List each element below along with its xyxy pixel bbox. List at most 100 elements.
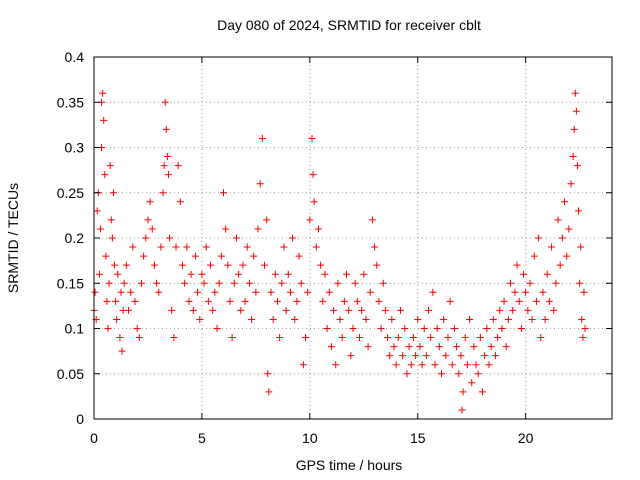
data-point [183,243,191,251]
data-point [127,288,135,296]
data-point [548,243,556,251]
data-point [310,198,318,206]
data-point [556,261,564,269]
data-point [243,243,251,251]
data-point [399,352,407,360]
data-point [353,297,361,305]
data-point [429,288,437,296]
data-point [172,243,180,251]
data-point [198,270,206,278]
data-point [360,270,368,278]
data-point [164,171,172,179]
data-point [494,334,502,342]
data-point [239,261,247,269]
grid [94,57,612,419]
data-point [162,125,170,133]
y-tick-label: 0.35 [57,94,84,110]
data-point [581,325,589,332]
data-point [93,207,101,215]
data-point [371,243,379,251]
data-point [554,216,562,224]
data-point [457,352,465,360]
data-point [526,279,534,287]
data-point [572,107,580,115]
data-point [513,261,521,269]
data-point [102,252,110,260]
data-point [463,361,471,369]
data-point [517,325,525,332]
data-point [409,334,417,342]
data-point [101,171,109,179]
data-point [427,334,435,342]
data-point [396,306,404,314]
data-point [520,270,528,278]
data-point [349,325,357,332]
data-point [453,343,461,351]
data-point [543,270,551,278]
y-tick-label: 0.05 [57,366,84,382]
data-point [364,343,372,351]
data-point [577,243,585,251]
data-point [111,261,119,269]
data-point [545,297,553,305]
data-point [431,361,439,369]
data-point [414,315,422,323]
data-point [569,153,577,161]
data-point [340,297,348,305]
data-point [306,216,314,224]
data-point [412,352,420,360]
data-point [368,216,376,224]
data-point [384,334,392,342]
data-point [104,325,112,332]
data-point [271,270,279,278]
data-point [401,325,409,332]
data-point [314,225,322,233]
data-point [379,279,387,287]
data-point [459,388,467,396]
data-point [507,279,515,287]
data-point [142,234,150,242]
data-point [254,225,262,233]
x-axis-label: GPS time / hours [296,457,403,473]
data-point [286,288,294,296]
data-point [187,270,195,278]
data-point [481,352,489,360]
x-tick-label: 5 [198,430,206,446]
data-point [377,325,385,332]
data-point [213,325,221,332]
y-tick-label: 0.4 [65,49,85,65]
data-point [567,180,575,188]
data-point [91,288,99,296]
data-point [392,361,400,369]
data-point [112,297,120,305]
data-point [224,261,232,269]
data-point [509,306,517,314]
data-point [450,325,458,332]
data-point [466,315,474,323]
data-point [176,198,184,206]
data-point [265,388,273,396]
data-point [252,288,260,296]
data-point [504,315,512,323]
data-point [570,125,578,133]
y-tick-label: 0.2 [65,230,85,246]
data-point [118,347,126,355]
data-point [250,252,258,260]
data-point [334,279,342,287]
data-point [291,315,299,323]
data-point [418,361,426,369]
data-point [458,406,466,414]
data-point [550,306,558,314]
data-point [207,261,215,269]
data-point [565,225,573,233]
data-point [442,352,450,360]
data-point [191,252,199,260]
data-point [155,288,163,296]
x-tick-label: 10 [302,430,318,446]
data-point [425,306,433,314]
data-point [327,343,335,351]
data-point [133,325,141,332]
y-tick-label: 0.25 [57,185,84,201]
data-point [502,343,510,351]
